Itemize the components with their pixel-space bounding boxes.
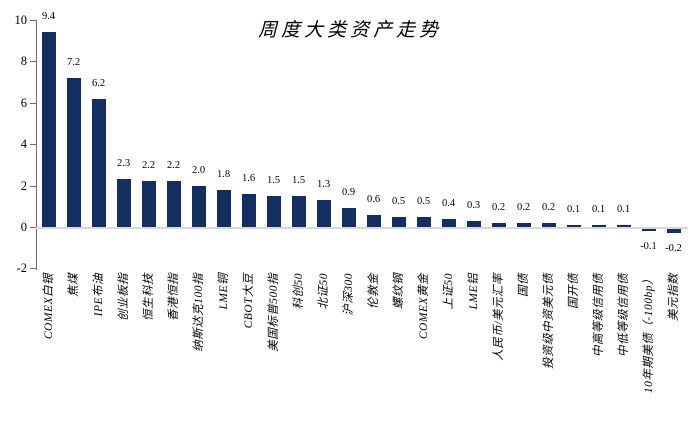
category-label: 上证50 [442, 273, 455, 310]
bar [341, 208, 356, 227]
bar-value-label: 2.2 [166, 160, 181, 171]
y-axis-tick-label: 0 [20, 220, 27, 234]
category-label: 国开债 [567, 273, 580, 309]
bar-value-label: 2.0 [191, 165, 206, 176]
category-label: 焦煤 [67, 273, 80, 297]
bar [566, 225, 581, 227]
category-label: 香港恒指 [167, 273, 180, 321]
bar [66, 78, 81, 227]
bar-value-label: 0.5 [391, 196, 406, 207]
category-label: COMEX白银 [42, 273, 55, 340]
bar-value-label: 1.3 [316, 179, 331, 190]
y-axis-line [36, 20, 37, 270]
y-axis-tick [30, 61, 36, 62]
y-axis-tick-label: 2 [20, 179, 27, 193]
bar-value-label: 0.6 [366, 194, 381, 205]
bar-value-label: 0.3 [466, 200, 481, 211]
bar [466, 221, 481, 227]
category-label: 美国标普500指 [267, 273, 280, 352]
bar [241, 194, 256, 227]
bar-value-label: 0.2 [516, 202, 531, 213]
bar [116, 179, 131, 227]
bar [591, 225, 606, 227]
bar [541, 223, 556, 227]
bar-value-label: -0.1 [640, 241, 657, 252]
bar [291, 196, 306, 227]
y-axis-tick-label: 10 [14, 13, 28, 27]
category-label: IPE布油 [92, 273, 105, 317]
bar-value-label: 0.1 [566, 204, 581, 215]
category-label: 恒生科技 [142, 273, 155, 321]
bar-value-label: 7.2 [66, 57, 81, 68]
category-label: 北证50 [317, 273, 330, 310]
bar [641, 229, 656, 231]
y-axis-tick [30, 103, 36, 104]
bar [516, 223, 531, 227]
category-label: 10年期美债（-100bp） [642, 273, 655, 394]
bar-value-label: 1.8 [216, 169, 231, 180]
category-label: LME铝 [467, 273, 480, 310]
y-axis-tick [30, 144, 36, 145]
y-axis-tick [30, 227, 36, 228]
bar-value-label: 0.2 [491, 202, 506, 213]
category-label: 中高等级信用债 [592, 273, 605, 357]
y-axis-tick-label: 6 [20, 96, 27, 110]
bar [616, 225, 631, 227]
bar [491, 223, 506, 227]
y-axis-tick-label: 8 [20, 54, 27, 68]
bar-value-label: 1.5 [266, 175, 281, 186]
bar-value-label: 0.1 [616, 204, 631, 215]
bar [316, 200, 331, 227]
bar-value-label: -0.2 [665, 243, 682, 254]
bar [391, 217, 406, 227]
category-label: 国债 [517, 273, 530, 297]
bar-value-label: 1.6 [241, 173, 256, 184]
category-label: 沪深300 [342, 273, 355, 316]
category-label: 投资级中资美元债 [542, 273, 555, 369]
category-label: 螺纹钢 [392, 273, 405, 309]
category-label: 纳斯达克100指 [192, 273, 205, 352]
y-axis-tick [30, 20, 36, 21]
category-label: 科创50 [292, 273, 305, 310]
bar-value-label: 9.4 [41, 11, 56, 22]
bar-value-label: 2.3 [116, 158, 131, 169]
bar-value-label: 0.4 [441, 198, 456, 209]
zero-gridline [36, 227, 688, 229]
bar [366, 215, 381, 227]
bar-value-label: 0.2 [541, 202, 556, 213]
bar-value-label: 2.2 [141, 160, 156, 171]
bar [41, 32, 56, 227]
category-label: COMEX黄金 [417, 273, 430, 340]
category-label: 中低等级信用债 [617, 273, 630, 357]
category-label: 人民币/美元汇率 [492, 273, 505, 361]
bar [166, 181, 181, 227]
category-label: LME铜 [217, 273, 230, 310]
bar [441, 219, 456, 227]
bar-value-label: 0.1 [591, 204, 606, 215]
category-label: 伦敦金 [367, 273, 380, 309]
category-label: CBOT大豆 [242, 273, 255, 329]
category-label: 创业板指 [117, 273, 130, 321]
bar-value-label: 6.2 [91, 78, 106, 89]
bar [666, 229, 681, 233]
bar-value-label: 1.5 [291, 175, 306, 186]
bar-value-label: 0.5 [416, 196, 431, 207]
bar [191, 186, 206, 227]
bar [266, 196, 281, 227]
y-axis-tick [30, 186, 36, 187]
y-axis-tick [30, 268, 36, 269]
bar [141, 181, 156, 227]
bar [416, 217, 431, 227]
y-axis-tick-label: 4 [20, 137, 27, 151]
bar [216, 190, 231, 227]
bar [91, 99, 106, 227]
chart-title: 周度大类资产走势 [257, 20, 442, 41]
y-axis-tick-label: -2 [16, 261, 27, 275]
bar-value-label: 0.9 [341, 187, 356, 198]
category-label: 美元指数 [667, 273, 680, 321]
